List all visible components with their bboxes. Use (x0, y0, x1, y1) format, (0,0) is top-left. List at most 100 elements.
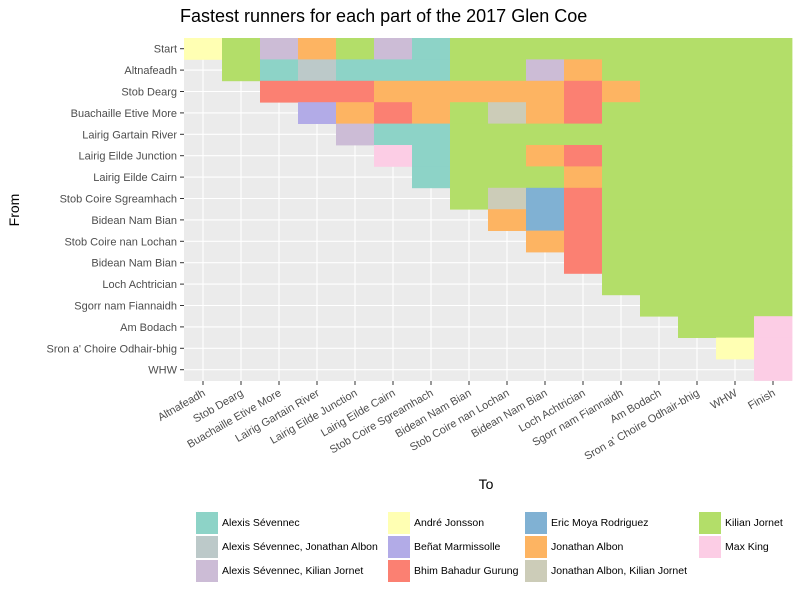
heatmap-cell (298, 80, 337, 103)
heatmap-cell (678, 230, 717, 253)
heatmap-cell (754, 123, 793, 146)
heatmap-cell (374, 123, 413, 146)
heatmap-cell (754, 145, 793, 167)
y-tick-label: Lairig Eilde Junction (79, 151, 177, 163)
heatmap-cell (488, 59, 527, 82)
heatmap-cell (754, 337, 793, 360)
heatmap-cell (716, 209, 755, 231)
heatmap-cell (526, 187, 565, 210)
heatmap-cell (754, 230, 793, 253)
heatmap-cell (336, 123, 375, 146)
heatmap-cell (640, 230, 679, 253)
heatmap-cell (640, 166, 679, 189)
heatmap-cell (450, 59, 489, 82)
heatmap-cell (526, 38, 565, 60)
legend-label: Bhim Bahadur Gurung (414, 565, 519, 577)
heatmap-cell (754, 294, 793, 317)
heatmap-cell (526, 80, 565, 103)
heatmap-cell (640, 252, 679, 274)
heatmap-cell (716, 166, 755, 189)
heatmap-cell (754, 316, 793, 338)
legend-label: André Jonsson (414, 517, 485, 529)
heatmap-cell (640, 294, 679, 317)
heatmap-cell (488, 123, 527, 146)
legend-item: Jonathan Albon (525, 536, 623, 558)
heatmap-cell (374, 80, 413, 103)
heatmap-cell (640, 145, 679, 167)
heatmap-cell (754, 187, 793, 210)
heatmap-cell (222, 38, 261, 60)
heatmap-cell (754, 59, 793, 82)
heatmap-cell (564, 145, 603, 167)
heatmap-cell (412, 102, 451, 124)
heatmap-cell (564, 187, 603, 210)
y-tick-label: Am Bodach (120, 322, 177, 334)
legend-item: André Jonsson (388, 512, 484, 534)
legend-label: Kilian Jornet (725, 517, 783, 529)
heatmap-cell (336, 38, 375, 60)
heatmap-cell (260, 38, 299, 60)
heatmap-cell (526, 59, 565, 82)
legend-key (699, 536, 721, 558)
y-tick-label: Altnafeadh (124, 65, 177, 77)
heatmap-cell (374, 59, 413, 82)
heatmap-cell (450, 80, 489, 103)
legend-label: Alexis Sévennec (222, 517, 300, 529)
y-axis-ticks: Start Altnafeadh Stob Dearg Buachaille Etiv… (46, 44, 184, 377)
heatmap-cell (374, 145, 413, 167)
heatmap-cell (412, 166, 451, 189)
heatmap-cell (298, 102, 337, 124)
heatmap-cell (564, 230, 603, 253)
heatmap-cell (298, 38, 337, 60)
legend-key (196, 512, 218, 534)
legend-key (196, 536, 218, 558)
legend-item: Beñat Marmissolle (388, 536, 500, 558)
heatmap-cell (412, 123, 451, 146)
legend-key (699, 512, 721, 534)
legend-label: Alexis Sévennec, Jonathan Albon (222, 541, 378, 553)
y-tick-label: Sron a' Choire Odhair-bhig (46, 343, 177, 355)
legend-key (525, 536, 547, 558)
heatmap-cell (564, 166, 603, 189)
heatmap-cell (260, 59, 299, 82)
heatmap-cell (602, 209, 641, 231)
heatmap-cell (678, 145, 717, 167)
heatmap-cell (754, 166, 793, 189)
heatmap-cell (754, 252, 793, 274)
legend-label: Eric Moya Rodriguez (551, 517, 649, 529)
legend-label: Max King (725, 541, 769, 553)
legend-key (388, 560, 410, 582)
heatmap-cell (602, 123, 641, 146)
legend-label: Jonathan Albon, Kilian Jornet (551, 565, 688, 577)
heatmap-cell (754, 80, 793, 103)
heatmap-cell (602, 102, 641, 124)
heatmap-cell (716, 337, 755, 360)
heatmap-cell (526, 123, 565, 146)
heatmap-cell (336, 80, 375, 103)
y-tick-label: Sgorr nam Fiannaidh (74, 301, 177, 313)
legend-label: Jonathan Albon (551, 541, 624, 553)
y-tick-label: Buachaille Etive More (71, 108, 177, 120)
heatmap-cell (564, 123, 603, 146)
legend-key (525, 560, 547, 582)
heatmap-cell (716, 316, 755, 338)
heatmap-cell (412, 145, 451, 167)
heatmap-cell (450, 166, 489, 189)
heatmap-cell (602, 80, 641, 103)
heatmap-cell (678, 252, 717, 274)
heatmap-cell (678, 294, 717, 317)
x-axis-title: To (479, 476, 494, 492)
legend-key (525, 512, 547, 534)
heatmap-cell (450, 145, 489, 167)
heatmap-cell (716, 102, 755, 124)
heatmap-cell (716, 230, 755, 253)
legend-item: Jonathan Albon, Kilian Jornet (525, 560, 687, 582)
heatmap-cell (640, 187, 679, 210)
heatmap-cell (640, 59, 679, 82)
heatmap-cell (716, 187, 755, 210)
heatmap-cell (564, 59, 603, 82)
heatmap-cell (716, 145, 755, 167)
y-tick-label: Stob Coire nan Lochan (64, 236, 177, 248)
heatmap-cell (526, 102, 565, 124)
